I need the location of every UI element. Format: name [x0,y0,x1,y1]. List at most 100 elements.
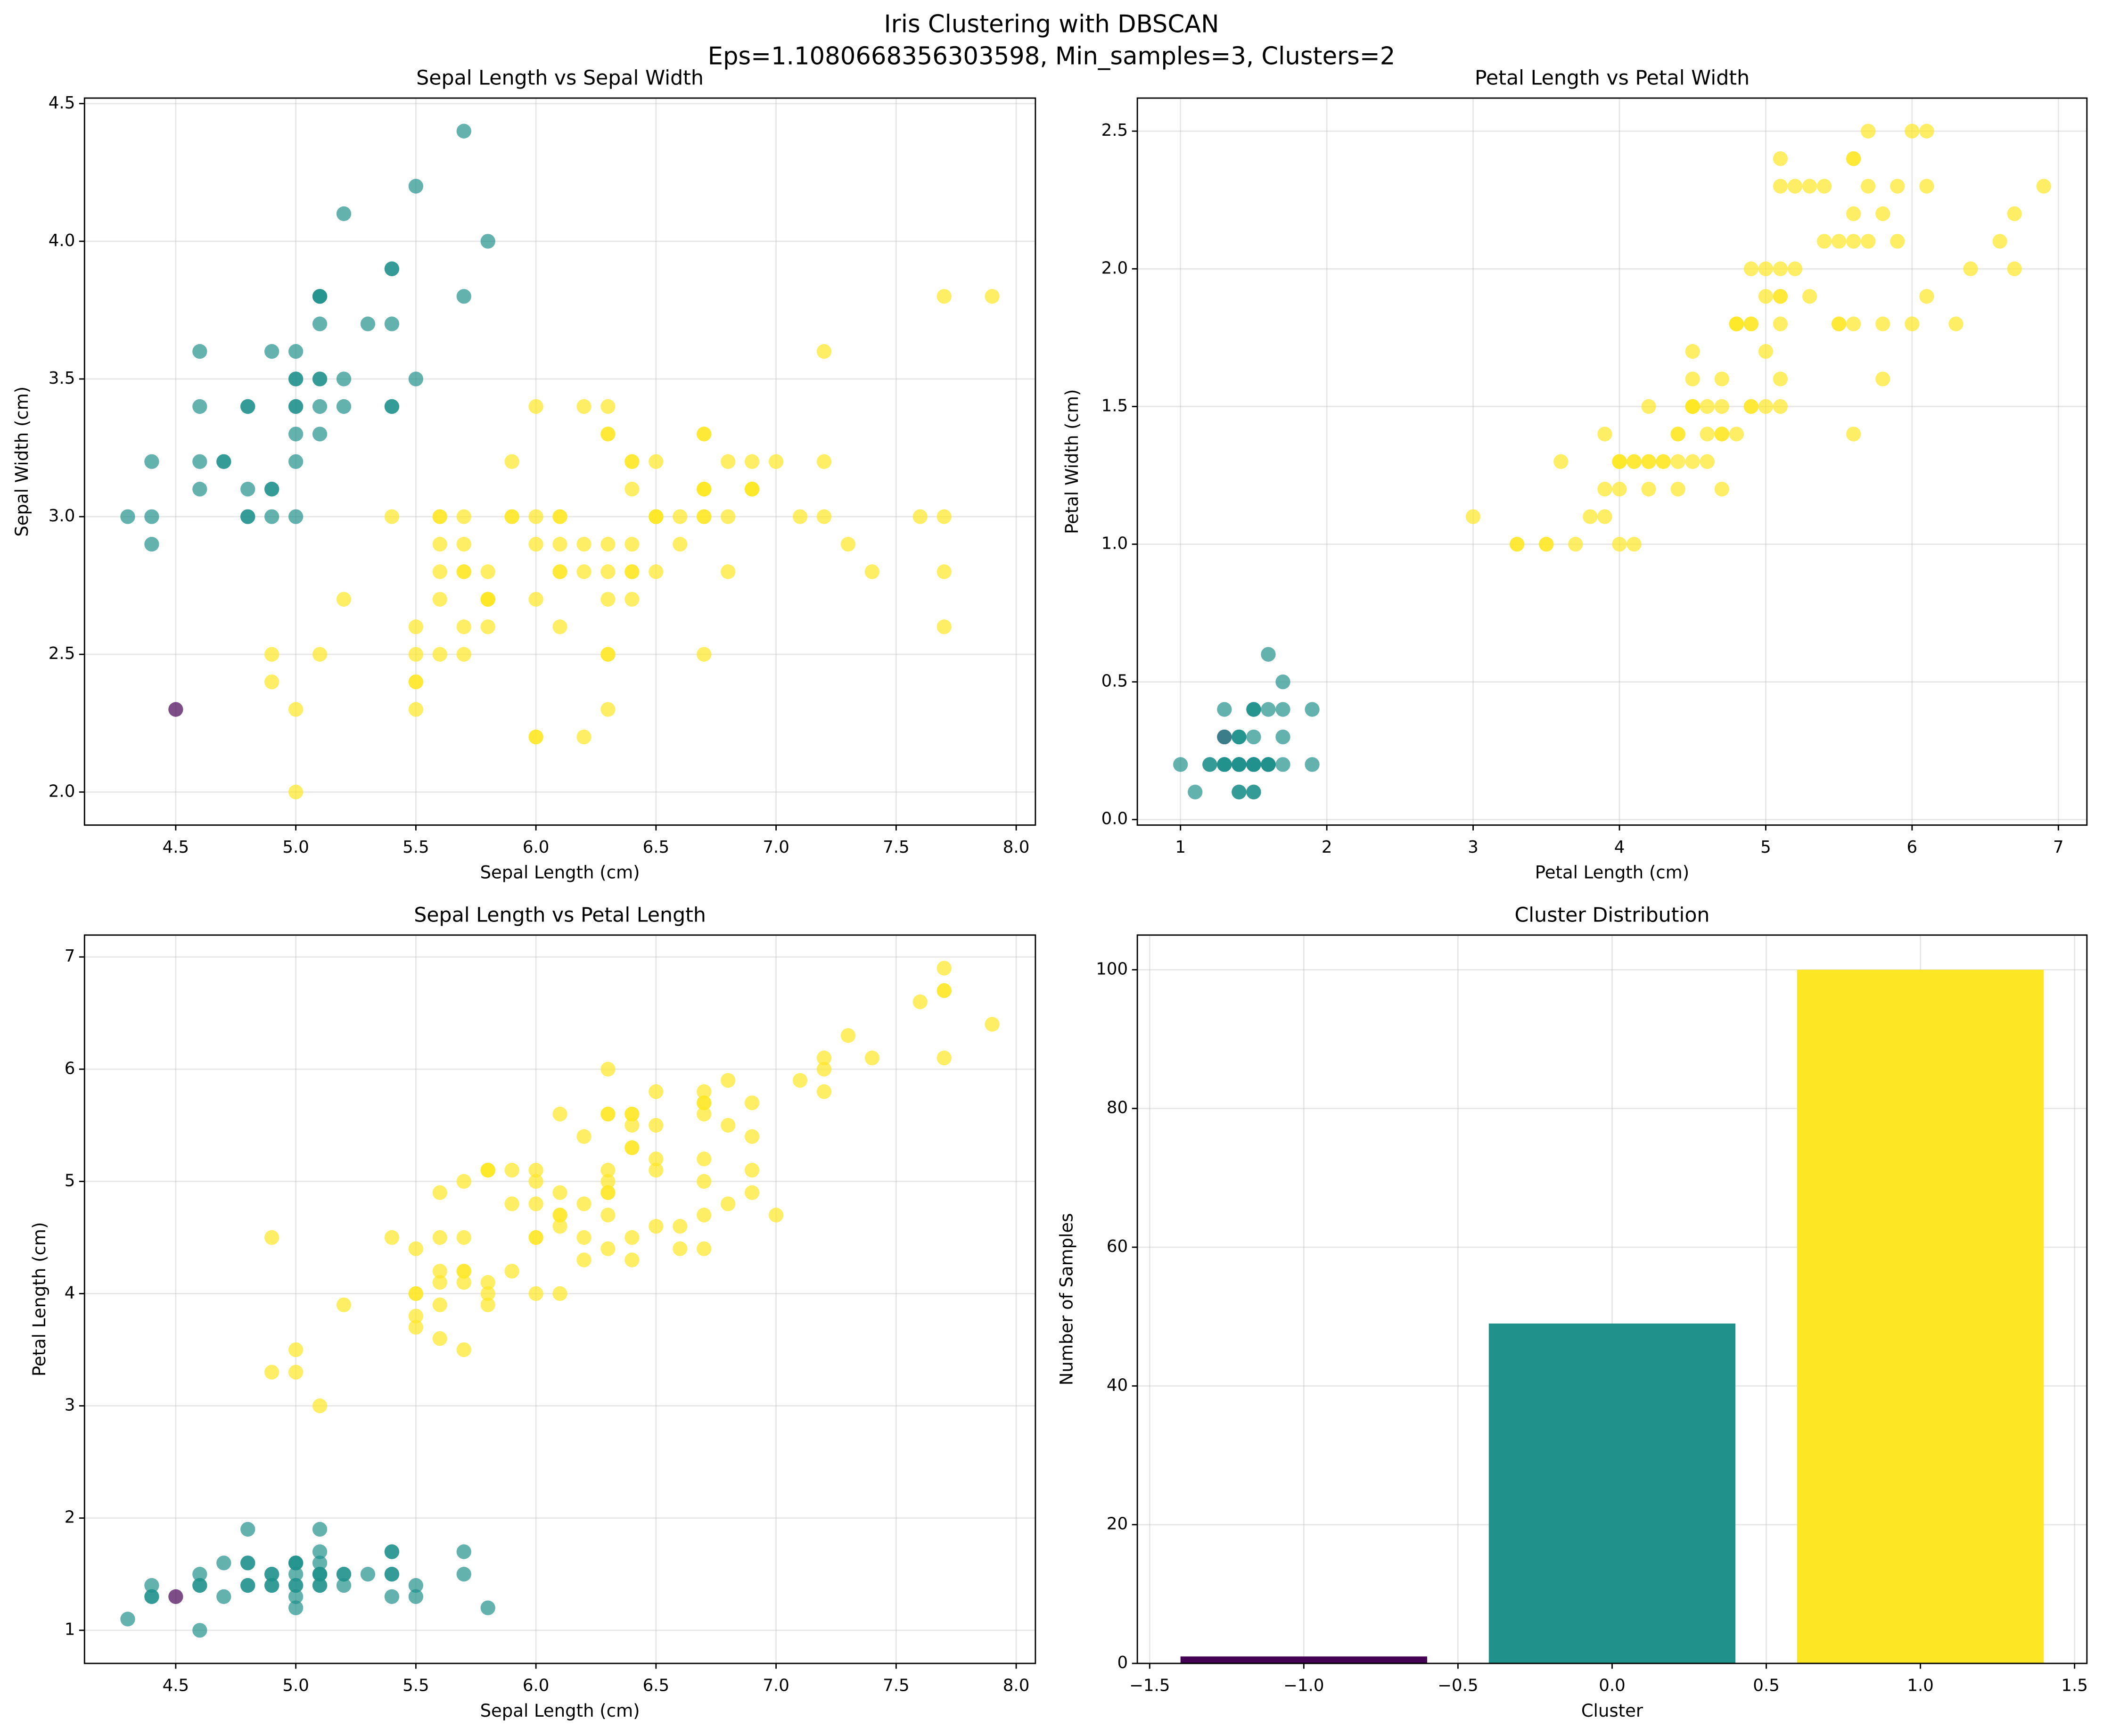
point [312,1398,328,1414]
point [649,509,664,524]
point [456,536,471,552]
point [697,1152,712,1167]
point [600,592,616,607]
point [192,1567,207,1582]
point [600,1208,616,1223]
point [600,399,616,414]
point [240,482,255,497]
point [456,1567,471,1582]
point [1846,316,1861,331]
point [745,1185,760,1200]
point [1802,289,1817,304]
point [432,509,447,524]
point [576,1230,591,1245]
x-tick-label: −1.5 [1129,1676,1170,1695]
x-tick-label: −0.5 [1438,1676,1478,1695]
point [600,702,616,717]
point [264,674,279,690]
point [528,729,543,745]
axes-frame [83,934,1036,1664]
axes-frame [1136,934,2088,1664]
point [408,674,424,690]
point [456,1544,471,1559]
point [624,536,640,552]
point [576,1252,591,1267]
point [649,1118,664,1133]
point [1905,123,1920,139]
x-tick-label: 6.5 [643,1676,670,1695]
x-tick-label: 0.5 [1753,1676,1780,1695]
point [504,454,519,469]
y-tick-label: 3 [65,1396,75,1415]
point [649,1152,664,1167]
point [1714,482,1729,497]
point [240,509,255,524]
point [1714,371,1729,387]
point [1875,371,1890,387]
point [1861,123,1876,139]
point [552,1208,567,1223]
point [480,592,495,607]
point [528,1286,543,1301]
y-tick-label: 40 [1107,1375,1128,1395]
point [528,536,543,552]
bar [1797,970,2044,1663]
y-tick-label: 3.0 [49,506,75,526]
point [745,1162,760,1178]
point [192,1578,207,1593]
point [1773,371,1788,387]
point [649,564,664,579]
point [552,564,567,579]
point [1816,234,1832,249]
point [864,1050,880,1066]
point [816,1084,832,1099]
point [624,1106,640,1122]
point [624,1252,640,1267]
point [1612,454,1627,469]
point [456,509,471,524]
point [144,1589,159,1604]
point [384,1589,400,1604]
point [1846,151,1861,166]
y-tick-label: 6 [65,1059,75,1078]
point [432,1297,447,1312]
point [408,1286,424,1301]
point [1685,454,1700,469]
point [216,454,231,469]
point [1246,702,1261,717]
x-axis-label: Petal Length (cm) [1535,862,1689,882]
point [912,509,928,524]
point [1597,509,1612,524]
point [1305,702,1320,717]
x-tick-label: 6 [1907,838,1918,857]
point [600,647,616,662]
point [912,994,928,1010]
x-axis-label: Sepal Length (cm) [480,1701,640,1721]
point [312,1578,328,1593]
point [600,1162,616,1178]
x-tick-label: 6.0 [523,1676,550,1695]
x-tick-label: −1.0 [1283,1676,1324,1695]
point [1568,536,1583,552]
point [936,983,952,998]
y-tick-label: 4.0 [49,231,75,250]
point [1802,179,1817,194]
point [240,399,255,414]
point [673,509,688,524]
x-tick-label: 5.0 [282,1676,309,1695]
point [408,1578,424,1593]
point [600,427,616,442]
point [336,206,352,222]
point [1773,289,1788,304]
point [1670,482,1685,497]
y-tick-label: 1.5 [1101,396,1128,415]
point [264,1230,279,1245]
point [936,509,952,524]
point [1641,399,1656,414]
point [384,1544,400,1559]
point [312,399,328,414]
point [1700,427,1715,442]
x-tick-label: 5 [1760,838,1771,857]
